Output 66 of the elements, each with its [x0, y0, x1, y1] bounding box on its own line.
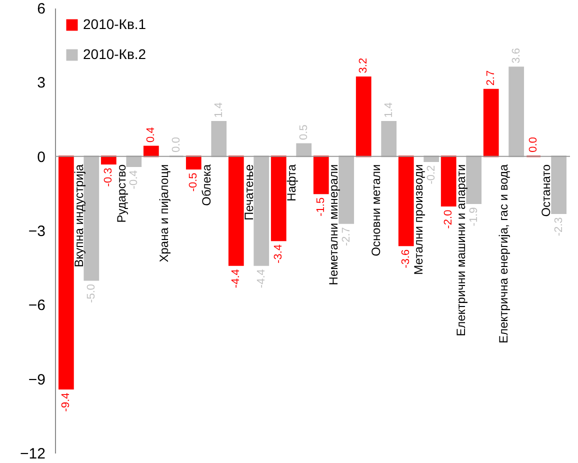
bar [398, 156, 414, 246]
bar [466, 156, 482, 204]
data-label: -3.6 [400, 249, 412, 268]
bar [356, 76, 372, 158]
data-label: -0.5 [188, 172, 200, 192]
bar [100, 156, 116, 164]
x-tick-label: Основни метали [369, 164, 384, 256]
data-label: -2.3 [552, 217, 565, 236]
x-tick-label: Храна и пијалоци [156, 164, 171, 262]
data-label: 1.4 [382, 102, 395, 118]
bar [508, 66, 524, 158]
bar [313, 156, 329, 194]
x-tick-label: Нафта [284, 164, 298, 202]
bar [84, 156, 100, 281]
data-label: 0.5 [298, 124, 310, 140]
bar [186, 156, 202, 170]
bar [296, 143, 312, 158]
data-label: 0.0 [528, 137, 540, 152]
x-tick-label: Останато [539, 164, 554, 217]
data-label: -9.4 [60, 392, 72, 412]
y-tick-label: −9 [28, 371, 46, 388]
data-label: -2.7 [340, 227, 352, 246]
bar [254, 156, 270, 266]
bar [483, 88, 499, 158]
data-label: 1.4 [212, 102, 225, 118]
bar [143, 146, 159, 158]
bar [211, 120, 227, 158]
data-label: -4.4 [230, 269, 242, 288]
data-label: -0.2 [425, 165, 438, 184]
data-label: 3.2 [358, 58, 370, 74]
x-tick-label: Неметални минерали [326, 164, 341, 286]
legend-label: 2010-Кв.2 [83, 46, 146, 62]
data-label: -4.4 [255, 269, 268, 288]
x-tick-label: Електрична енергија, гас и вода [496, 164, 511, 344]
data-label: -1.5 [315, 197, 328, 216]
x-tick-label: Вкупна индустрија [72, 164, 86, 268]
data-label: 3.6 [510, 48, 522, 64]
bar [270, 156, 286, 242]
bar [228, 156, 244, 266]
data-label: -1.9 [468, 207, 480, 226]
x-tick-label: Електрични машини и апарати [454, 164, 468, 336]
y-tick-label: 6 [37, 0, 46, 18]
y-tick-label: −3 [28, 223, 46, 240]
bar [381, 120, 397, 158]
data-label: 0.4 [145, 127, 158, 142]
bar [58, 156, 74, 390]
x-tick-label: Метални производи [412, 164, 426, 275]
y-tick-label: −12 [20, 446, 46, 462]
data-label: -5.0 [85, 284, 98, 303]
y-tick-label: 0 [37, 148, 46, 166]
data-label: -0.3 [102, 168, 115, 187]
bar [338, 156, 354, 224]
data-label: -3.4 [272, 244, 285, 264]
y-tick-label: 3 [37, 74, 46, 92]
bar [440, 156, 456, 207]
x-tick-label: Облека [199, 164, 214, 206]
x-tick-label: Печатење [242, 164, 256, 220]
bar [126, 156, 142, 167]
data-label: 2.7 [485, 70, 498, 86]
data-label: -2.0 [442, 210, 455, 229]
legend-label: 2010-Кв.1 [83, 16, 146, 32]
y-tick-label: −6 [28, 297, 46, 314]
data-label: -0.4 [128, 170, 140, 190]
bar [551, 156, 566, 214]
x-tick-label: Рударство [114, 164, 128, 223]
data-label: 0.0 [170, 137, 182, 152]
